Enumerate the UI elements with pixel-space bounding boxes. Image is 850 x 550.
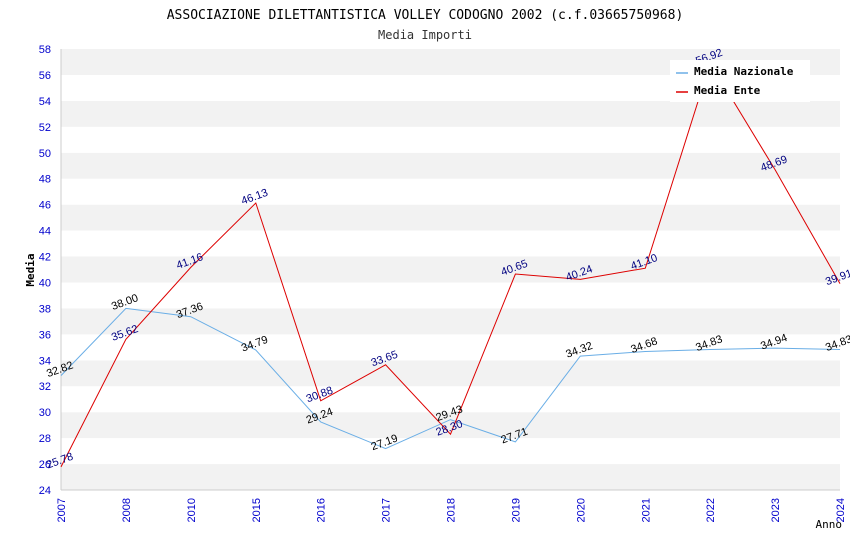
x-tick-label: 2021 — [640, 498, 652, 522]
grid-band — [61, 126, 840, 153]
x-axis-label: Anno — [816, 518, 843, 531]
grid-band — [61, 464, 840, 490]
y-tick-label: 40 — [39, 277, 51, 289]
y-tick-label: 24 — [39, 485, 51, 497]
x-tick-label: 2008 — [121, 498, 133, 522]
grid-band — [61, 360, 840, 387]
axes — [60, 49, 840, 491]
y-tick-label: 38 — [39, 303, 51, 315]
y-tick-label: 30 — [39, 407, 51, 419]
y-tick-label: 58 — [39, 44, 51, 56]
x-tick-label: 2010 — [186, 498, 198, 522]
y-tick-label: 54 — [39, 96, 51, 108]
y-tick-label: 44 — [39, 226, 51, 238]
x-tick-label: 2022 — [705, 498, 717, 522]
x-tick-label: 2016 — [316, 498, 328, 522]
y-tick-label: 42 — [39, 252, 51, 264]
y-tick-label: 34 — [39, 355, 51, 367]
legend: Media Nazionale Media Ente — [670, 60, 810, 102]
grid-band — [61, 230, 840, 257]
y-axis-label: Media — [24, 253, 37, 286]
y-tick-label: 28 — [39, 433, 51, 445]
grid-band — [61, 438, 840, 465]
y-tick-label: 36 — [39, 329, 51, 341]
grid-bands — [61, 49, 840, 490]
grid-band — [61, 386, 840, 413]
y-axis-ticks: 24 26 28 30 32 34 36 38 40 42 44 46 48 50 52 54 56 58 — [39, 44, 51, 497]
grid-band — [61, 256, 840, 283]
chart-title: ASSOCIAZIONE DILETTANTISTICA VOLLEY CODO… — [167, 8, 684, 23]
x-tick-label: 2018 — [446, 498, 458, 522]
legend-box — [670, 60, 810, 102]
y-tick-label: 52 — [39, 122, 51, 134]
x-tick-label: 2023 — [770, 498, 782, 522]
grid-band — [61, 178, 840, 205]
series-line-nazionale — [60, 307, 841, 450]
y-tick-label: 48 — [39, 174, 51, 186]
chart-subtitle: Media Importi — [378, 28, 472, 42]
x-tick-label: 2015 — [251, 498, 263, 522]
grid-band — [61, 334, 840, 361]
y-tick-label: 46 — [39, 200, 51, 212]
y-tick-label: 50 — [39, 148, 51, 160]
grid-band — [61, 100, 840, 127]
x-tick-label: 2024 — [835, 498, 847, 522]
grid-band — [61, 282, 840, 309]
legend-label-ente: Media Ente — [694, 84, 761, 97]
y-tick-label: 26 — [39, 459, 51, 471]
y-tick-label: 32 — [39, 381, 51, 393]
grid-band — [61, 308, 840, 335]
grid-band — [61, 152, 840, 179]
legend-label-nazionale: Media Nazionale — [694, 65, 794, 78]
y-tick-label: 56 — [39, 70, 51, 82]
x-tick-label: 2020 — [575, 498, 587, 522]
x-tick-label: 2019 — [510, 498, 522, 522]
x-tick-label: 2017 — [381, 498, 393, 522]
x-tick-label: 2007 — [56, 498, 68, 522]
grid-band — [61, 204, 840, 231]
x-axis-ticks: 2007 2008 2010 2015 2016 2017 2018 2019 2020 2021… — [56, 498, 847, 522]
